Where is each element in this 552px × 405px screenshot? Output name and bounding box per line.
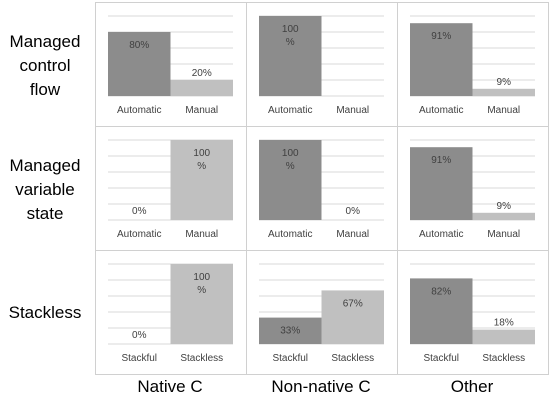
data-label-managed-variable-state-native-c-0: 0% xyxy=(132,206,147,217)
tick-label-stackless-other-0: Stackful xyxy=(423,353,459,364)
tick-label-managed-variable-state-other-1: Manual xyxy=(487,229,520,240)
data-label-managed-variable-state-other-0: 91% xyxy=(431,155,451,166)
tick-label-managed-variable-state-non-native-c-1: Manual xyxy=(336,229,369,240)
tick-label-managed-variable-state-native-c-0: Automatic xyxy=(117,229,161,240)
data-label-managed-variable-state-non-native-c-1: 0% xyxy=(346,206,361,217)
data-label-stackless-non-native-c-1: 67% xyxy=(343,298,363,309)
tick-label-stackless-native-c-0: Stackful xyxy=(121,353,157,364)
bar-managed-control-flow-other-0 xyxy=(410,23,473,97)
bar-stackless-other-1 xyxy=(472,329,535,344)
data-label-managed-control-flow-native-c-0: 80% xyxy=(129,40,149,51)
bar-managed-control-flow-native-c-1 xyxy=(170,80,233,96)
data-label-managed-control-flow-native-c-1: 20% xyxy=(192,68,212,79)
bar-managed-variable-state-other-1 xyxy=(472,212,535,220)
col-label-other: Other xyxy=(450,377,494,396)
col-label-native-c: Native C xyxy=(137,377,203,396)
data-label-stackless-native-c-1: 100% xyxy=(193,272,210,296)
row-label-managed-variable-state: Managed variable state xyxy=(9,156,81,223)
data-label-managed-variable-state-native-c-1: 100% xyxy=(193,148,210,172)
data-label-stackless-other-1: 18% xyxy=(494,318,514,329)
data-label-stackless-native-c-0: 0% xyxy=(132,330,147,341)
bar-stackless-native-c-1 xyxy=(170,264,233,344)
data-label-managed-variable-state-other-1: 9% xyxy=(497,201,512,212)
bar-stackless-other-0 xyxy=(410,278,473,344)
bar-managed-variable-state-native-c-1 xyxy=(170,140,233,220)
bar-managed-control-flow-non-native-c-0 xyxy=(259,16,322,96)
tick-label-stackless-native-c-1: Stackless xyxy=(180,353,223,364)
row-label-stackless: Stackless xyxy=(8,303,82,322)
data-label-stackless-other-0: 82% xyxy=(431,286,451,297)
data-label-stackless-non-native-c-0: 33% xyxy=(280,326,300,337)
tick-label-stackless-non-native-c-0: Stackful xyxy=(272,353,308,364)
tick-label-managed-control-flow-native-c-1: Manual xyxy=(185,105,218,116)
tick-label-stackless-other-1: Stackless xyxy=(482,353,525,364)
tick-label-managed-control-flow-other-1: Manual xyxy=(487,105,520,116)
bar-managed-control-flow-other-1 xyxy=(472,88,535,96)
bar-stackless-non-native-c-1 xyxy=(321,290,384,344)
tick-label-managed-control-flow-native-c-0: Automatic xyxy=(117,105,161,116)
tick-label-managed-control-flow-non-native-c-0: Automatic xyxy=(268,105,312,116)
data-label-managed-control-flow-non-native-c-0: 100% xyxy=(282,24,299,48)
tick-label-managed-control-flow-non-native-c-1: Manual xyxy=(336,105,369,116)
col-label-non-native-c: Non-native C xyxy=(271,377,371,396)
bar-managed-control-flow-native-c-0 xyxy=(108,32,171,96)
bar-managed-variable-state-other-0 xyxy=(410,147,473,220)
data-label-managed-control-flow-other-1: 9% xyxy=(497,77,512,88)
tick-label-managed-variable-state-other-0: Automatic xyxy=(419,229,463,240)
bar-managed-variable-state-non-native-c-0 xyxy=(259,140,322,220)
data-label-managed-variable-state-non-native-c-0: 100% xyxy=(282,148,299,172)
tick-label-managed-variable-state-native-c-1: Manual xyxy=(185,229,218,240)
row-label-managed-control-flow: Managed control flow xyxy=(9,32,81,99)
tick-label-stackless-non-native-c-1: Stackless xyxy=(331,353,374,364)
tick-label-managed-variable-state-non-native-c-0: Automatic xyxy=(268,229,312,240)
data-label-managed-control-flow-other-0: 91% xyxy=(431,31,451,42)
tick-label-managed-control-flow-other-0: Automatic xyxy=(419,105,463,116)
bar-stackless-non-native-c-0 xyxy=(259,317,322,344)
panel-stackless-other xyxy=(397,250,549,375)
